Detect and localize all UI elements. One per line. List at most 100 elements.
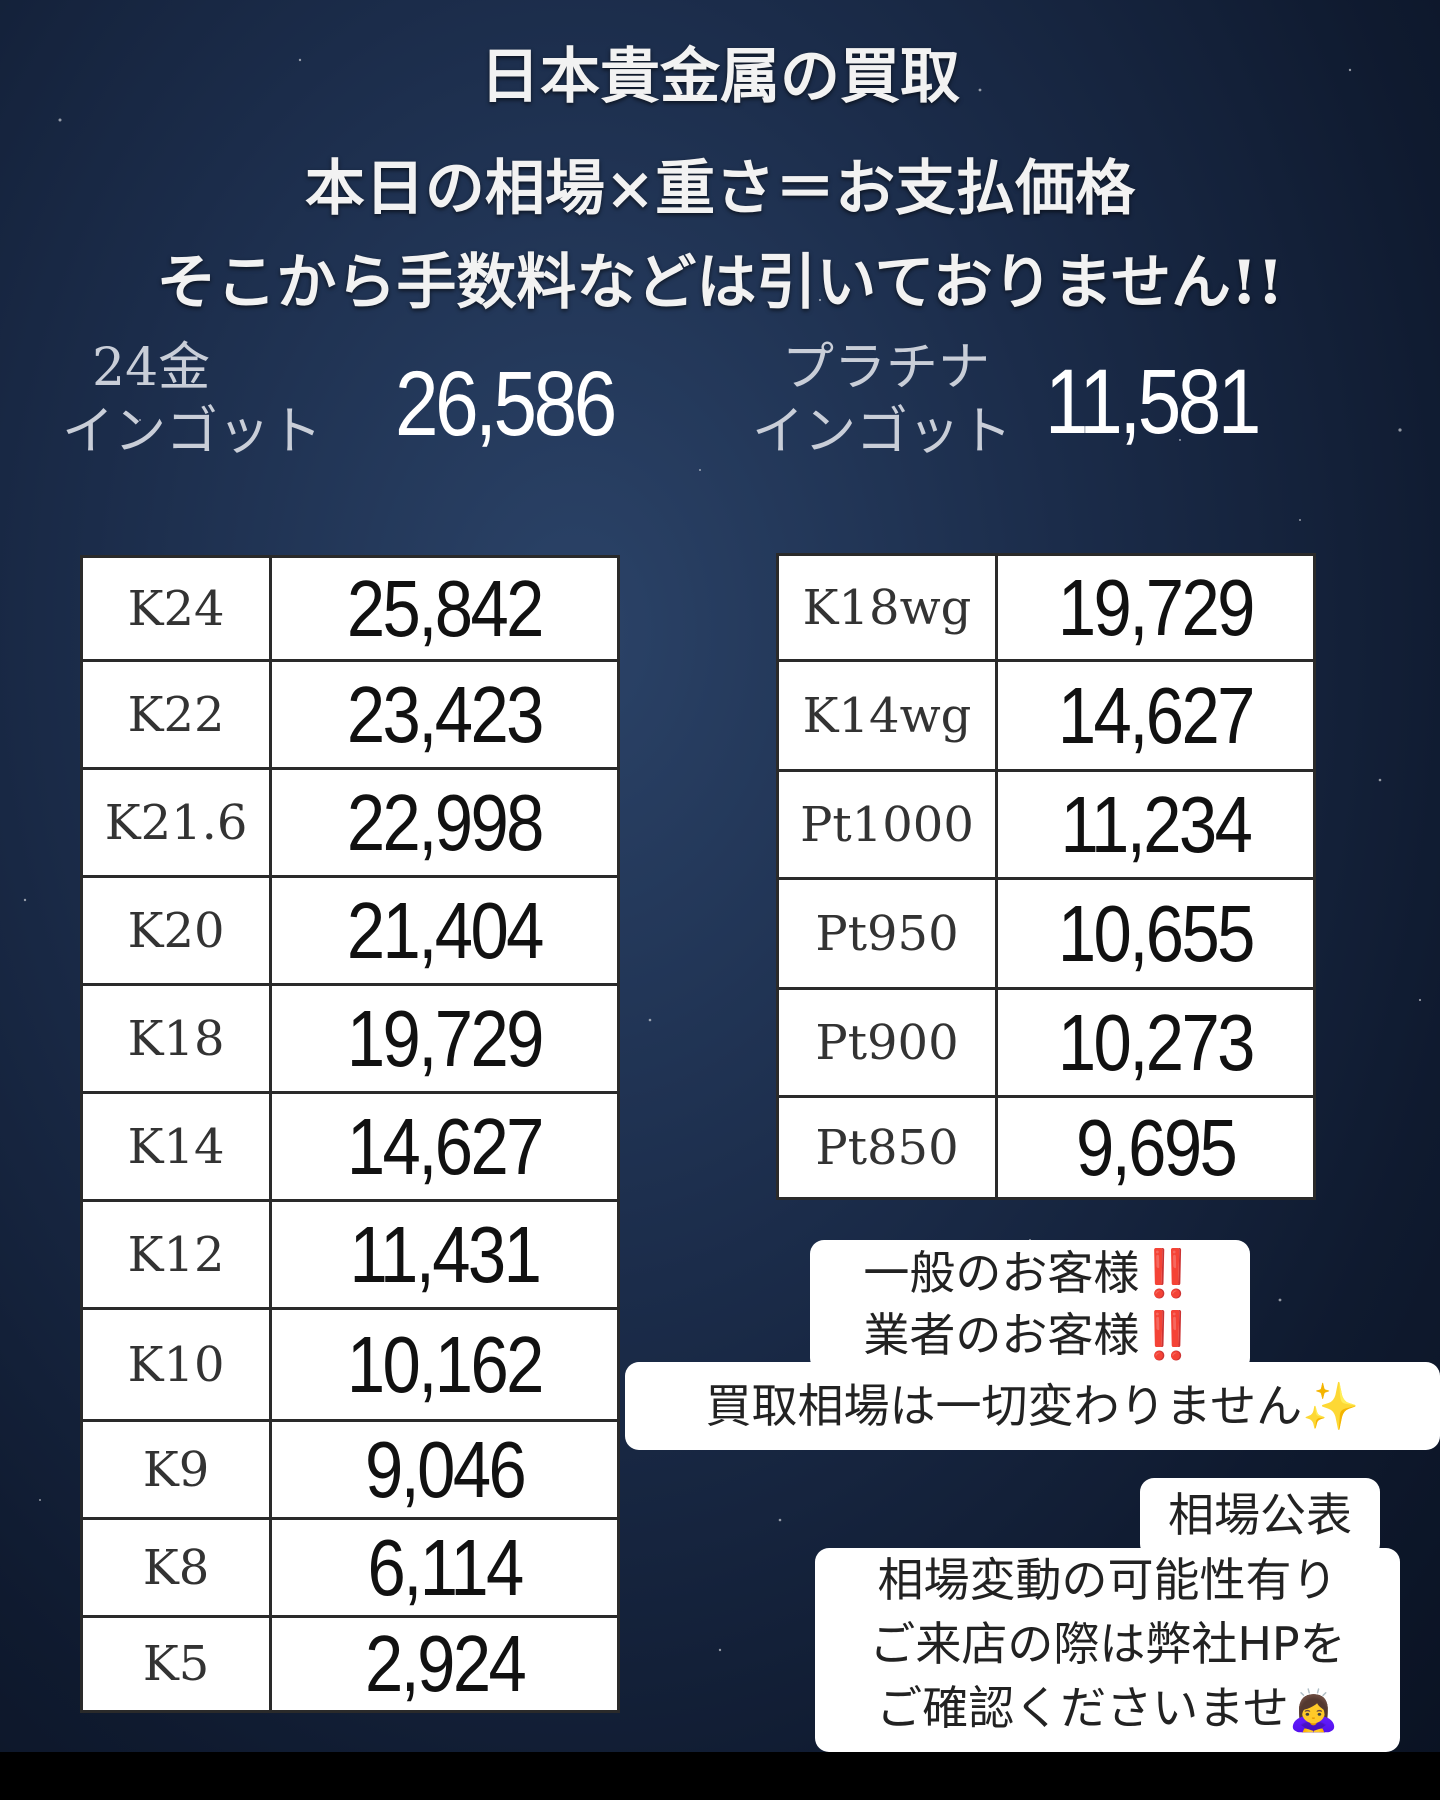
price-cell: 19,729: [269, 983, 620, 1094]
price-cell: 9,695: [995, 1095, 1316, 1200]
gold-ingot-label-line1: 24金: [92, 338, 211, 398]
notice-line-same-rate: 買取相場は一切変わりません✨: [625, 1362, 1440, 1450]
table-row: Pt850 9,695: [775, 1095, 1316, 1200]
price-cell: 11,234: [995, 769, 1316, 880]
customer-notice-top: 一般のお客様‼️ 業者のお客様‼️: [810, 1240, 1250, 1372]
table-row: K18 19,729: [79, 983, 620, 1094]
gold-ingot-label: 24金 インゴット: [62, 336, 352, 464]
table-row: K8 6,114: [79, 1517, 620, 1618]
price-cell: 10,273: [995, 987, 1316, 1098]
karat-cell: K22: [79, 659, 273, 770]
karat-cell: Pt950: [775, 877, 999, 990]
price-value: 11,234: [1060, 779, 1253, 869]
double-exclamation-icon: ‼️: [1139, 1246, 1197, 1300]
price-cell: 14,627: [995, 659, 1316, 772]
table-row: K22 23,423: [79, 659, 620, 770]
table-row: Pt900 10,273: [775, 987, 1316, 1098]
market-note-line: 相場変動の可能性有り: [877, 1553, 1338, 1607]
table-row: K21.6 22,998: [79, 767, 620, 878]
karat-cell: K24: [79, 555, 273, 662]
table-row: K5 2,924: [79, 1615, 620, 1713]
bottom-bar: [0, 1752, 1440, 1800]
karat-cell: K18: [79, 983, 273, 1094]
price-value: 25,842: [347, 563, 545, 653]
price-value: 14,627: [1058, 670, 1256, 760]
price-value: 9,695: [1075, 1102, 1238, 1192]
customer-notice-bottom: 買取相場は一切変わりません✨: [625, 1362, 1440, 1450]
notice-line-general: 一般のお客様‼️: [810, 1242, 1250, 1304]
market-note-heading: 相場公表: [1168, 1488, 1352, 1542]
price-value: 22,998: [347, 777, 545, 867]
price-cell: 6,114: [269, 1517, 620, 1618]
table-row: K10 10,162: [79, 1307, 620, 1422]
double-exclamation-icon: ‼️: [1139, 1308, 1197, 1362]
karat-cell: K14wg: [775, 659, 999, 772]
price-value: 19,729: [1058, 562, 1256, 652]
market-note-line: ご来店の際は弊社HPを: [869, 1617, 1346, 1671]
notice-same-rate-text: 買取相場は一切変わりません: [705, 1379, 1303, 1433]
notice-line-business: 業者のお客様‼️: [810, 1304, 1250, 1366]
market-note-line-text: ご確認くださいませ: [876, 1681, 1289, 1735]
price-cell: 10,655: [995, 877, 1316, 990]
karat-cell: K18wg: [775, 553, 999, 662]
karat-cell: K12: [79, 1199, 273, 1310]
notice-general-text: 一般のお客様: [863, 1246, 1140, 1300]
price-cell: 19,729: [995, 553, 1316, 662]
price-cell: 9,046: [269, 1419, 620, 1520]
table-row: K20 21,404: [79, 875, 620, 986]
notice-business-text: 業者のお客様: [863, 1308, 1140, 1362]
table-row: K18wg 19,729: [775, 553, 1316, 662]
price-cell: 2,924: [269, 1615, 620, 1713]
market-note-line: ご確認くださいませ🙇‍♀️: [815, 1676, 1400, 1743]
price-value: 19,729: [347, 993, 545, 1083]
gold-price-table: K24 25,842 K22 23,423 K21.6 22,998 K20 21,40…: [79, 555, 620, 1713]
sparkles-icon: ✨: [1302, 1379, 1360, 1433]
platinum-ingot-label: プラチナ インゴット: [752, 336, 1042, 464]
karat-cell: K5: [79, 1615, 273, 1713]
karat-cell: K20: [79, 875, 273, 986]
table-row: K9 9,046: [79, 1419, 620, 1520]
gold-ingot-price: 26,586: [395, 353, 617, 455]
price-cell: 10,162: [269, 1307, 620, 1422]
price-value: 21,404: [347, 885, 545, 975]
price-value: 9,046: [364, 1424, 527, 1514]
karat-cell: K8: [79, 1517, 273, 1618]
bowing-person-icon: 🙇‍♀️: [1288, 1688, 1339, 1734]
table-row: K12 11,431: [79, 1199, 620, 1310]
table-row: K24 25,842: [79, 555, 620, 662]
price-value: 2,924: [364, 1619, 527, 1708]
price-value: 11,431: [349, 1209, 542, 1299]
market-note-top: 相場公表: [1140, 1478, 1380, 1558]
platinum-ingot-label-line1: プラチナ: [782, 338, 991, 398]
market-note-body: 相場変動の可能性有り ご来店の際は弊社HPを ご確認くださいませ🙇‍♀️: [815, 1548, 1400, 1752]
pricing-formula: 本日の相場×重さ＝お支払価格: [304, 154, 1136, 224]
platinum-ingot-price: 11,581: [1045, 351, 1261, 453]
price-value: 10,655: [1058, 888, 1256, 978]
karat-cell: Pt1000: [775, 769, 999, 880]
platinum-ingot-label-line2: インゴット: [752, 402, 1013, 462]
platinum-price-table: K18wg 19,729 K14wg 14,627 Pt1000 11,234 Pt9…: [775, 553, 1316, 1200]
table-row: Pt950 10,655: [775, 877, 1316, 990]
karat-cell: Pt850: [775, 1095, 999, 1200]
table-row: K14 14,627: [79, 1091, 620, 1202]
price-value: 14,627: [347, 1101, 545, 1191]
page-title: 日本貴金属の買取: [480, 42, 960, 112]
price-value: 6,114: [367, 1522, 525, 1612]
price-cell: 21,404: [269, 875, 620, 986]
price-cell: 23,423: [269, 659, 620, 770]
table-row: K14wg 14,627: [775, 659, 1316, 772]
karat-cell: K9: [79, 1419, 273, 1520]
price-value: 10,273: [1058, 997, 1256, 1087]
karat-cell: K21.6: [79, 767, 273, 878]
karat-cell: Pt900: [775, 987, 999, 1098]
gold-ingot-label-line2: インゴット: [62, 402, 323, 462]
price-value: 23,423: [347, 669, 545, 759]
price-value: 10,162: [347, 1319, 545, 1409]
price-cell: 14,627: [269, 1091, 620, 1202]
price-cell: 22,998: [269, 767, 620, 878]
price-cell: 25,842: [269, 555, 620, 662]
karat-cell: K14: [79, 1091, 273, 1202]
price-cell: 11,431: [269, 1199, 620, 1310]
karat-cell: K10: [79, 1307, 273, 1422]
table-row: Pt1000 11,234: [775, 769, 1316, 880]
